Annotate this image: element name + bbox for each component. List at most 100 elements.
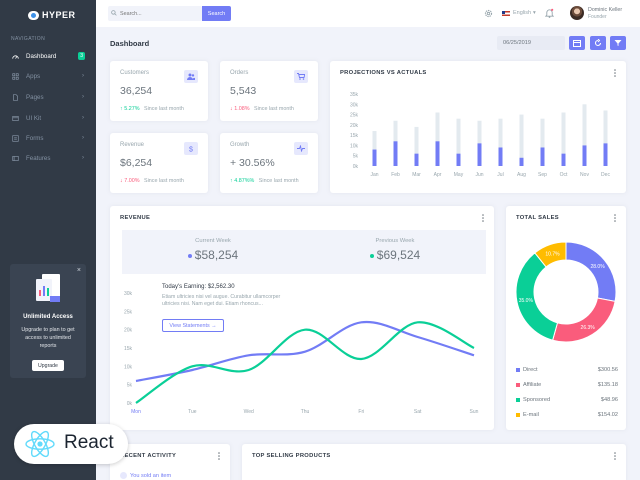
- actual-bar: [393, 141, 398, 166]
- stat-change: ↑ 4.87%% Since last month: [230, 178, 299, 184]
- donut-slice: [534, 241, 567, 268]
- brand-name: HYPER: [42, 10, 76, 20]
- y-tick-label: 30k: [350, 102, 359, 108]
- x-tick-label: Apr: [434, 172, 442, 178]
- current-week-line: [135, 320, 475, 383]
- donut-slice: [515, 252, 559, 341]
- card-title: TOP SELLING PRODUCTS: [252, 453, 331, 459]
- stat-change: ↓ 1.08% Since last month: [230, 106, 294, 112]
- legend-swatch: [516, 383, 520, 387]
- activity-icon: [120, 472, 127, 479]
- react-badge: React: [14, 424, 128, 464]
- bell-icon[interactable]: [545, 8, 554, 18]
- stat-card-growth: Growth + 30.56% ↑ 4.87%% Since last mont…: [220, 133, 318, 193]
- projection-bar: [498, 118, 503, 166]
- x-tick-label: Jun: [475, 172, 483, 178]
- gear-icon[interactable]: [484, 9, 493, 18]
- todays-earning: Today's Earning: $2,562.30: [162, 284, 235, 290]
- stat-icon-wrapper: [294, 142, 308, 155]
- x-tick-label: Dec: [601, 172, 610, 178]
- previous-week-value-row: $69,524: [304, 248, 486, 262]
- x-tick-label: Jul: [497, 172, 503, 178]
- calendar-icon: [573, 40, 581, 47]
- y-tick-label: 0k: [353, 164, 359, 170]
- language-selector[interactable]: English ▾: [502, 10, 536, 16]
- more-options-icon[interactable]: [613, 213, 617, 223]
- sidebar-item-apps[interactable]: Apps ›: [0, 69, 96, 83]
- activity-item: You sold an item: [120, 472, 171, 479]
- x-tick-label: Jan: [370, 172, 378, 178]
- previous-week: Previous Week $69,524: [304, 238, 486, 262]
- stat-icon-wrapper: [184, 70, 198, 83]
- sidebar-item-features[interactable]: Features ›: [0, 151, 96, 165]
- refresh-icon: [594, 39, 602, 47]
- filter-icon: [614, 40, 622, 46]
- search-input[interactable]: [120, 9, 200, 18]
- sidebar-item-label: Apps: [26, 72, 41, 80]
- stat-change-pct: 4.87%%: [234, 178, 255, 184]
- topbar: Search English ▾ Dominic Keller Founder: [96, 0, 640, 27]
- legend-name: Affiliate: [523, 382, 542, 388]
- donut-slice: [552, 297, 616, 343]
- filter-button[interactable]: [610, 36, 626, 50]
- refresh-button[interactable]: [590, 36, 606, 50]
- user-menu[interactable]: Dominic Keller Founder: [570, 5, 640, 22]
- close-icon[interactable]: ×: [76, 267, 81, 274]
- legend-value: $300.56: [597, 367, 618, 373]
- stat-value: + 30.56%: [230, 157, 275, 169]
- search-box: [108, 6, 202, 21]
- sidebar-item-pages[interactable]: Pages ›: [0, 90, 96, 104]
- projections-card: PROJECTIONS VS ACTUALS 0k 5k 10k 15k 20k 25k 3…: [330, 61, 626, 193]
- pulse-icon: [297, 145, 305, 152]
- more-options-icon[interactable]: [613, 68, 617, 78]
- react-logo-icon: [25, 430, 55, 458]
- sidebar-item-label: Forms: [26, 134, 44, 142]
- date-picker-input[interactable]: [497, 36, 565, 50]
- actual-bar: [582, 145, 587, 166]
- y-tick-label: 5k: [353, 154, 359, 160]
- stat-change: ↑ 5.27% Since last month: [120, 106, 184, 112]
- brand-logo[interactable]: HYPER: [28, 10, 76, 20]
- recent-activity-card: RECENT ACTIVITY You sold an item: [110, 444, 230, 480]
- x-tick-label: Sun: [470, 409, 479, 415]
- sidebar-item-forms[interactable]: Forms ›: [0, 131, 96, 145]
- promo-description: Upgrade to plan to get access to unlimit…: [21, 327, 75, 349]
- legend-value: $48.96: [600, 397, 618, 403]
- user-role: Founder: [588, 14, 607, 20]
- upgrade-button[interactable]: Upgrade: [32, 360, 64, 371]
- revenue-card: REVENUE Current Week $58,254 Previous We…: [110, 206, 494, 430]
- stat-icon-wrapper: $: [184, 142, 198, 155]
- sidebar-item-label: Dashboard: [26, 52, 57, 60]
- current-week-label: Current Week: [195, 238, 231, 244]
- sidebar-item-ui-kit[interactable]: UI Kit ›: [0, 111, 96, 125]
- x-tick-label: Thu: [301, 409, 310, 415]
- projection-bar: [540, 118, 545, 166]
- actual-bar: [477, 143, 482, 166]
- stat-title: Customers: [120, 70, 150, 76]
- projection-bar: [435, 112, 440, 166]
- total-sales-donut-chart: 28.0% 26.3% 35.0% 10.7%: [515, 241, 617, 343]
- y-tick-label: 5k: [127, 383, 133, 389]
- stat-card-orders: Orders 5,543 ↓ 1.08% Since last month: [220, 61, 318, 121]
- more-options-icon[interactable]: [481, 213, 485, 223]
- more-options-icon[interactable]: [613, 451, 617, 461]
- apps-grid-icon: [12, 72, 19, 80]
- logo-icon: [28, 10, 39, 20]
- actual-bar: [372, 149, 377, 166]
- search-button[interactable]: Search: [202, 6, 231, 21]
- view-statements-button[interactable]: View Statements →: [162, 319, 224, 332]
- legend-row: Direct $300.56: [516, 366, 618, 376]
- more-options-icon[interactable]: [217, 451, 221, 461]
- dashboard-count-badge: 3: [78, 52, 85, 60]
- sidebar-item-dashboard[interactable]: Dashboard 3: [0, 49, 96, 63]
- chevron-right-icon: ›: [82, 73, 84, 79]
- calendar-button[interactable]: [569, 36, 585, 50]
- y-tick-label: 10k: [124, 364, 133, 370]
- current-week-value: $58,254: [194, 248, 239, 262]
- legend-swatch: [516, 398, 520, 402]
- projection-bar: [603, 110, 608, 166]
- legend-name: Sponsored: [523, 397, 551, 403]
- stat-title: Orders: [230, 70, 249, 76]
- chevron-right-icon: ›: [82, 155, 84, 161]
- cart-icon: [297, 73, 305, 80]
